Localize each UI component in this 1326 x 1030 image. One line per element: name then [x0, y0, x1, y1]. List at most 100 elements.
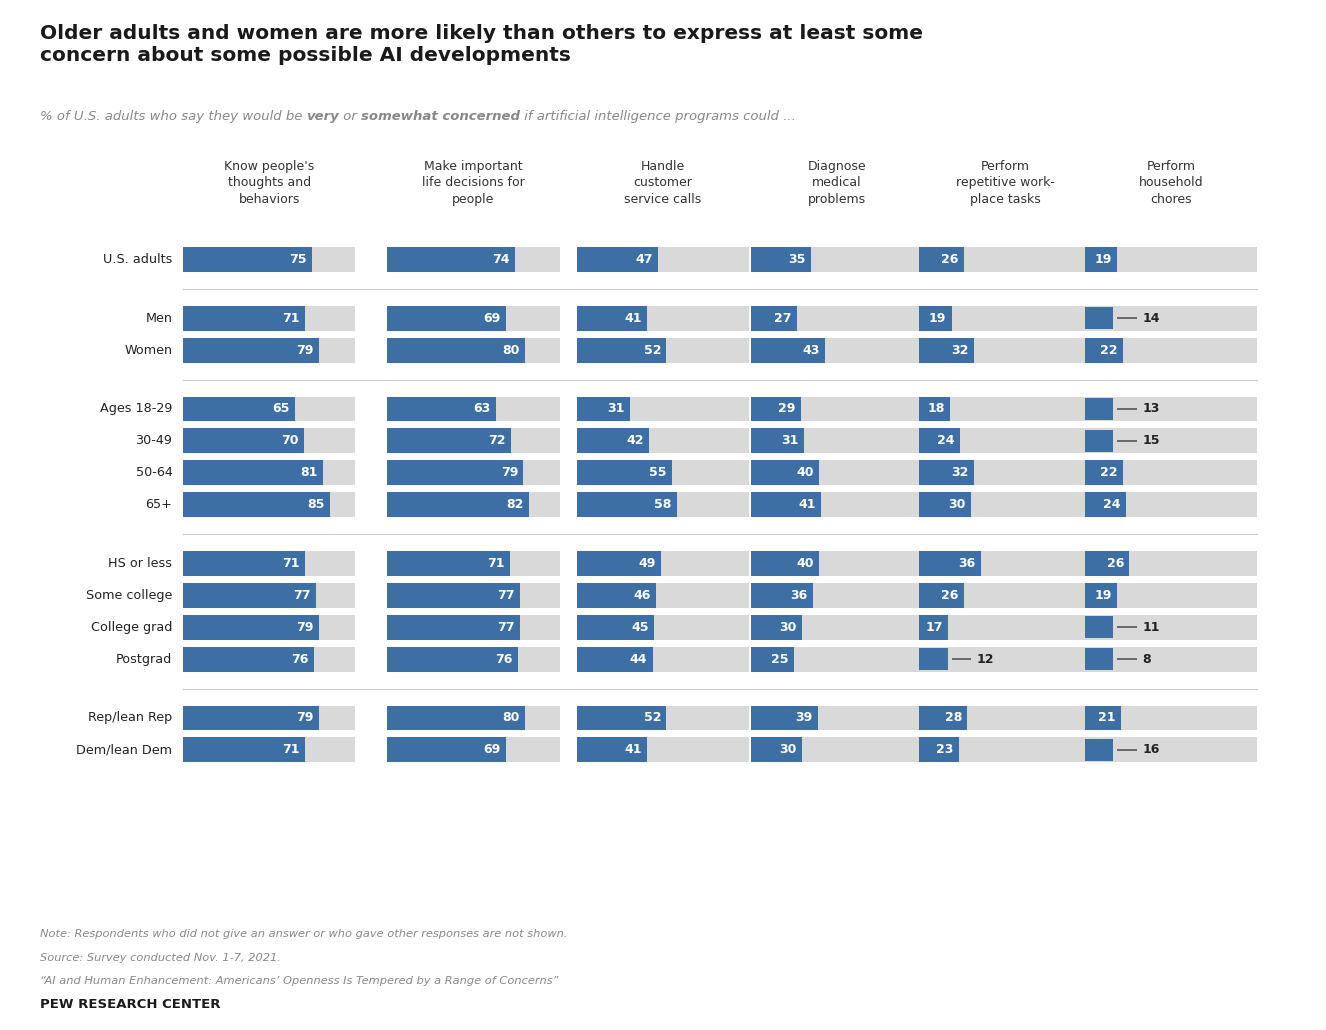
Bar	[183, 706, 320, 730]
Text: PEW RESEARCH CENTER: PEW RESEARCH CENTER	[40, 998, 220, 1011]
Text: 26: 26	[941, 253, 959, 266]
Bar	[183, 647, 355, 672]
Text: U.S. adults: U.S. adults	[103, 253, 172, 266]
Bar	[919, 706, 1091, 730]
Bar	[919, 306, 952, 331]
Text: 35: 35	[788, 253, 806, 266]
Bar	[577, 397, 749, 421]
Text: 71: 71	[487, 557, 504, 570]
Text: Perform
repetitive work-
place tasks: Perform repetitive work- place tasks	[956, 160, 1054, 206]
Text: Postgrad: Postgrad	[117, 653, 172, 665]
Text: 50-64: 50-64	[135, 467, 172, 479]
Bar	[919, 428, 1091, 453]
Text: 29: 29	[778, 403, 796, 415]
Text: 65: 65	[272, 403, 290, 415]
Bar	[577, 615, 655, 640]
Bar	[387, 397, 560, 421]
Bar	[919, 492, 1091, 517]
Bar	[751, 737, 923, 762]
Text: 31: 31	[607, 403, 625, 415]
Bar	[577, 397, 630, 421]
Bar	[751, 428, 923, 453]
Bar	[751, 647, 923, 672]
Text: 63: 63	[473, 403, 491, 415]
Text: Handle
customer
service calls: Handle customer service calls	[625, 160, 701, 206]
Text: 76: 76	[292, 653, 309, 665]
Bar	[183, 460, 355, 485]
Text: 17: 17	[926, 621, 943, 633]
Bar	[919, 460, 1091, 485]
Bar	[577, 551, 749, 576]
Text: 75: 75	[289, 253, 308, 266]
Bar	[387, 615, 560, 640]
Bar	[387, 428, 560, 453]
Text: 25: 25	[770, 653, 788, 665]
Bar	[1085, 616, 1114, 639]
Bar	[919, 306, 1091, 331]
Text: 41: 41	[798, 499, 815, 511]
Bar	[577, 460, 671, 485]
Bar	[751, 492, 923, 517]
Text: 52: 52	[643, 712, 662, 724]
Text: 15: 15	[1143, 435, 1160, 447]
Bar	[183, 460, 322, 485]
Text: Source: Survey conducted Nov. 1-7, 2021.: Source: Survey conducted Nov. 1-7, 2021.	[40, 953, 281, 963]
Bar	[919, 737, 1091, 762]
Bar	[387, 647, 560, 672]
Text: 70: 70	[281, 435, 298, 447]
Text: 19: 19	[930, 312, 947, 324]
Text: Note: Respondents who did not give an answer or who gave other responses are not: Note: Respondents who did not give an an…	[40, 929, 568, 939]
Bar	[751, 706, 923, 730]
Bar	[919, 397, 949, 421]
Bar	[387, 338, 525, 363]
Text: 74: 74	[492, 253, 509, 266]
Text: 71: 71	[282, 744, 300, 756]
Bar	[919, 492, 971, 517]
Text: 32: 32	[951, 344, 969, 356]
Bar	[183, 615, 320, 640]
Bar	[1085, 247, 1257, 272]
Bar	[183, 428, 304, 453]
Bar	[919, 428, 960, 453]
Bar	[751, 737, 802, 762]
Bar	[183, 397, 296, 421]
Bar	[577, 460, 749, 485]
Text: 44: 44	[630, 653, 647, 665]
Text: 79: 79	[297, 712, 314, 724]
Bar	[387, 583, 520, 608]
Bar	[577, 551, 662, 576]
Text: 76: 76	[496, 653, 513, 665]
Bar	[751, 247, 923, 272]
Bar	[183, 306, 355, 331]
Bar	[577, 583, 656, 608]
Bar	[577, 247, 658, 272]
Bar	[751, 583, 923, 608]
Bar	[919, 551, 1091, 576]
Bar	[1085, 706, 1257, 730]
Bar	[751, 247, 810, 272]
Text: Dem/lean Dem: Dem/lean Dem	[77, 744, 172, 756]
Bar	[1085, 338, 1257, 363]
Text: 41: 41	[625, 744, 642, 756]
Text: College grad: College grad	[91, 621, 172, 633]
Text: 45: 45	[631, 621, 650, 633]
Text: 77: 77	[293, 589, 310, 602]
Text: 43: 43	[802, 344, 819, 356]
Bar	[1085, 551, 1257, 576]
Bar	[387, 397, 496, 421]
Bar	[751, 706, 818, 730]
Bar	[577, 583, 749, 608]
Bar	[183, 583, 355, 608]
Bar	[1085, 615, 1257, 640]
Text: 19: 19	[1095, 589, 1113, 602]
Text: “AI and Human Enhancement: Americans’ Openness Is Tempered by a Range of Concern: “AI and Human Enhancement: Americans’ Op…	[40, 976, 558, 987]
Text: 18: 18	[927, 403, 944, 415]
Bar	[1085, 460, 1123, 485]
Bar	[387, 647, 518, 672]
Bar	[1085, 583, 1257, 608]
Bar	[183, 492, 355, 517]
Text: Men: Men	[146, 312, 172, 324]
Text: 71: 71	[282, 312, 300, 324]
Bar	[751, 338, 825, 363]
Bar	[751, 583, 813, 608]
